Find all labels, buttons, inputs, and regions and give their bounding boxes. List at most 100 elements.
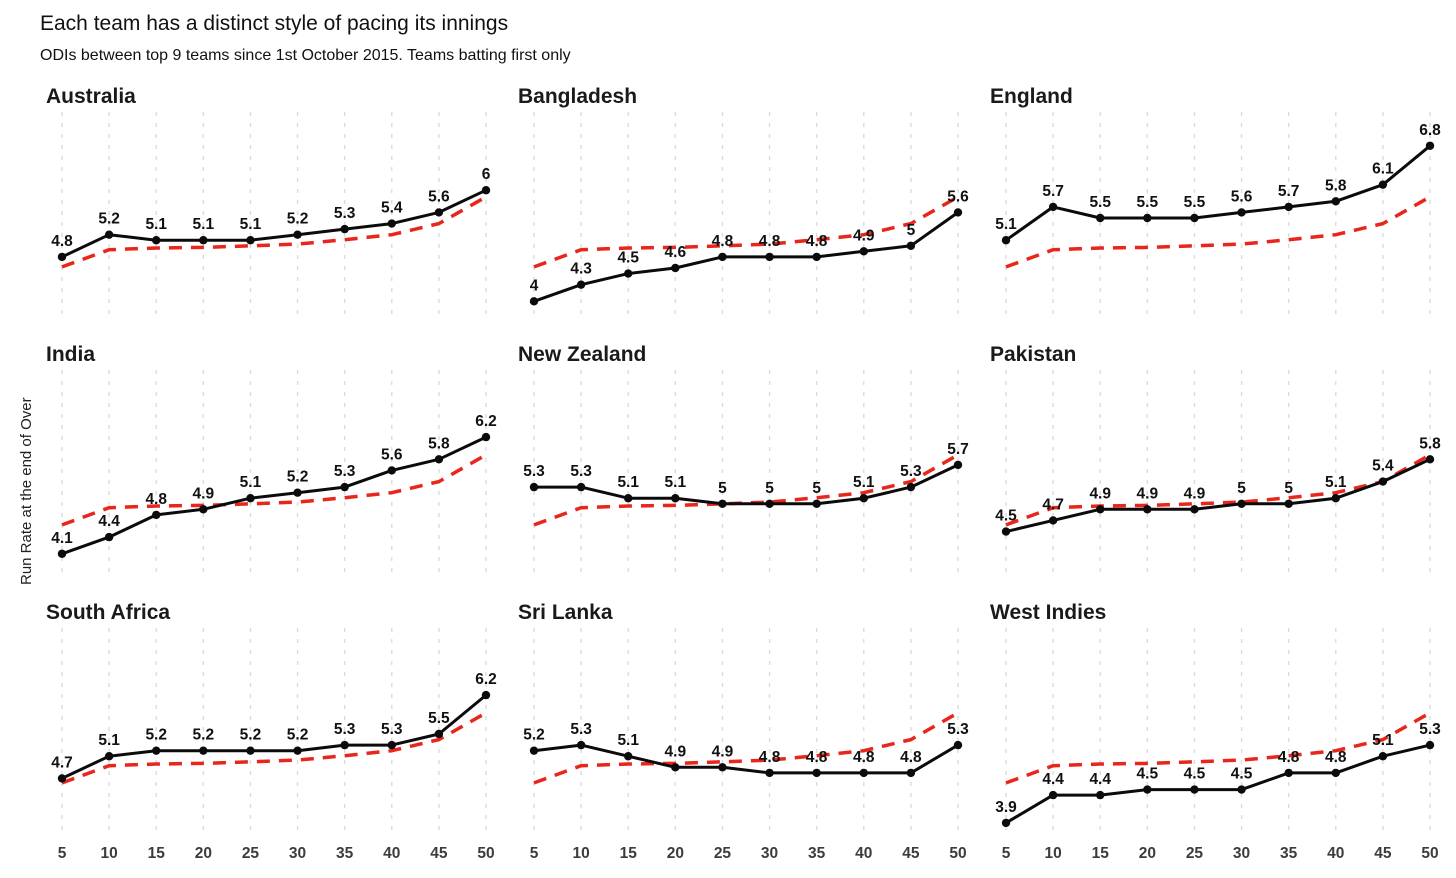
data-label: 5.3 [1419,721,1441,738]
data-label: 4.7 [1042,496,1064,513]
panel-title: Bangladesh [518,85,638,108]
data-point [671,763,680,772]
data-label: 5.1 [1372,732,1394,749]
data-label: 4.8 [1278,749,1300,766]
team-line [61,435,487,556]
data-label: 5.5 [1137,194,1159,211]
team-line [61,693,487,780]
data-label: 4.7 [51,754,73,771]
data-point [906,768,916,778]
data-label: 5.8 [1325,177,1347,194]
data-point [1001,527,1011,536]
panel-chart-new-zealand: 5.3 5.3 5.1 5.1 5 5 5 5.1 5.3 5.7 [523,370,969,578]
data-label: 6.1 [1372,161,1394,178]
data-point [1378,752,1388,761]
data-point [529,482,539,492]
data-point [576,740,586,750]
data-label: 5.8 [428,435,450,452]
x-tick-label: 45 [1374,845,1392,862]
data-label: 4.9 [712,743,734,760]
data-point [1001,236,1011,245]
data-point [246,494,255,503]
data-point [906,482,916,492]
data-point [1143,785,1152,794]
data-point [624,494,633,503]
data-point [199,236,208,245]
data-label: 5.3 [570,463,592,480]
data-point [812,499,821,508]
x-tick-label: 10 [100,845,117,862]
data-label: 4.9 [665,743,687,760]
data-label: 4.4 [1089,771,1111,788]
data-label: 5.1 [617,732,639,749]
data-label: 5.1 [240,474,262,491]
data-point [246,236,255,245]
data-point [906,241,916,250]
data-point [859,247,868,256]
data-label: 5 [907,222,916,239]
data-point [624,269,633,278]
data-label: 5.3 [570,721,592,738]
data-label: 4.8 [853,749,875,766]
data-label: 4.9 [193,485,215,502]
panel-south-africa: South Africa 5 10 15 20 25 30 35 40 45 50 4.7 5.1 5.… [46,600,502,870]
data-point [1048,202,1058,212]
data-point [152,510,161,520]
data-label: 6.2 [475,671,497,688]
data-point [199,746,208,755]
data-point [953,740,963,750]
panel-title: Australia [46,85,136,108]
average-line [61,711,487,785]
data-label: 5.1 [193,216,215,233]
data-label: 4.5 [1231,766,1253,783]
data-label: 4.5 [617,250,639,267]
x-tick-label: 25 [714,845,732,862]
x-tick-label: 35 [336,845,354,862]
data-point [387,466,396,475]
average-line [533,453,959,527]
y-axis-label: Run Rate at the end of Over [18,397,35,585]
data-point [57,549,67,558]
panel-england: England 5.1 5.7 5.5 5.5 5.5 5.6 5.7 5.8 6.1 6.8 [990,84,1446,328]
team-line [1005,144,1431,242]
data-label: 4.8 [759,233,781,250]
data-point [812,252,821,262]
data-point [576,482,586,492]
x-tick-label: 20 [1139,845,1156,862]
data-point [434,729,444,739]
data-point [859,768,868,778]
x-tick-label: 50 [477,845,494,862]
data-label: 4.3 [570,261,592,278]
data-point [812,768,821,778]
data-label: 5.2 [523,727,545,744]
data-point [57,774,67,783]
x-tick-label: 30 [289,845,306,862]
data-point [1284,202,1293,212]
data-label: 5 [718,480,727,497]
data-label: 5.2 [287,727,309,744]
data-label: 5.5 [1089,194,1111,211]
data-label: 5.2 [145,727,167,744]
data-label: 5.3 [334,463,356,480]
x-tick-label: 35 [808,845,826,862]
figure-title: Each team has a distinct style of pacing… [40,12,509,35]
figure-subtitle: ODIs between top 9 teams since 1st Octob… [40,47,571,64]
data-label: 4.8 [51,233,73,250]
average-line [533,711,959,785]
data-label: 5.7 [947,441,969,458]
x-tick-label: 5 [1002,845,1011,862]
team-line [61,188,487,259]
data-point [387,219,396,228]
data-label: 4.5 [995,508,1017,525]
x-tick-label: 45 [430,845,448,862]
panel-australia: Australia 4.8 5.2 5.1 5.1 5.1 5.2 5.3 5.4 5.6 6 [46,84,502,328]
data-label: 4.8 [759,749,781,766]
x-tick-label: 30 [761,845,778,862]
data-label: 5 [812,480,821,497]
data-label: 5.3 [523,463,545,480]
panel-title: Sri Lanka [518,601,613,624]
data-label: 6.8 [1419,122,1441,139]
data-point [152,746,161,755]
x-tick-label: 35 [1280,845,1298,862]
